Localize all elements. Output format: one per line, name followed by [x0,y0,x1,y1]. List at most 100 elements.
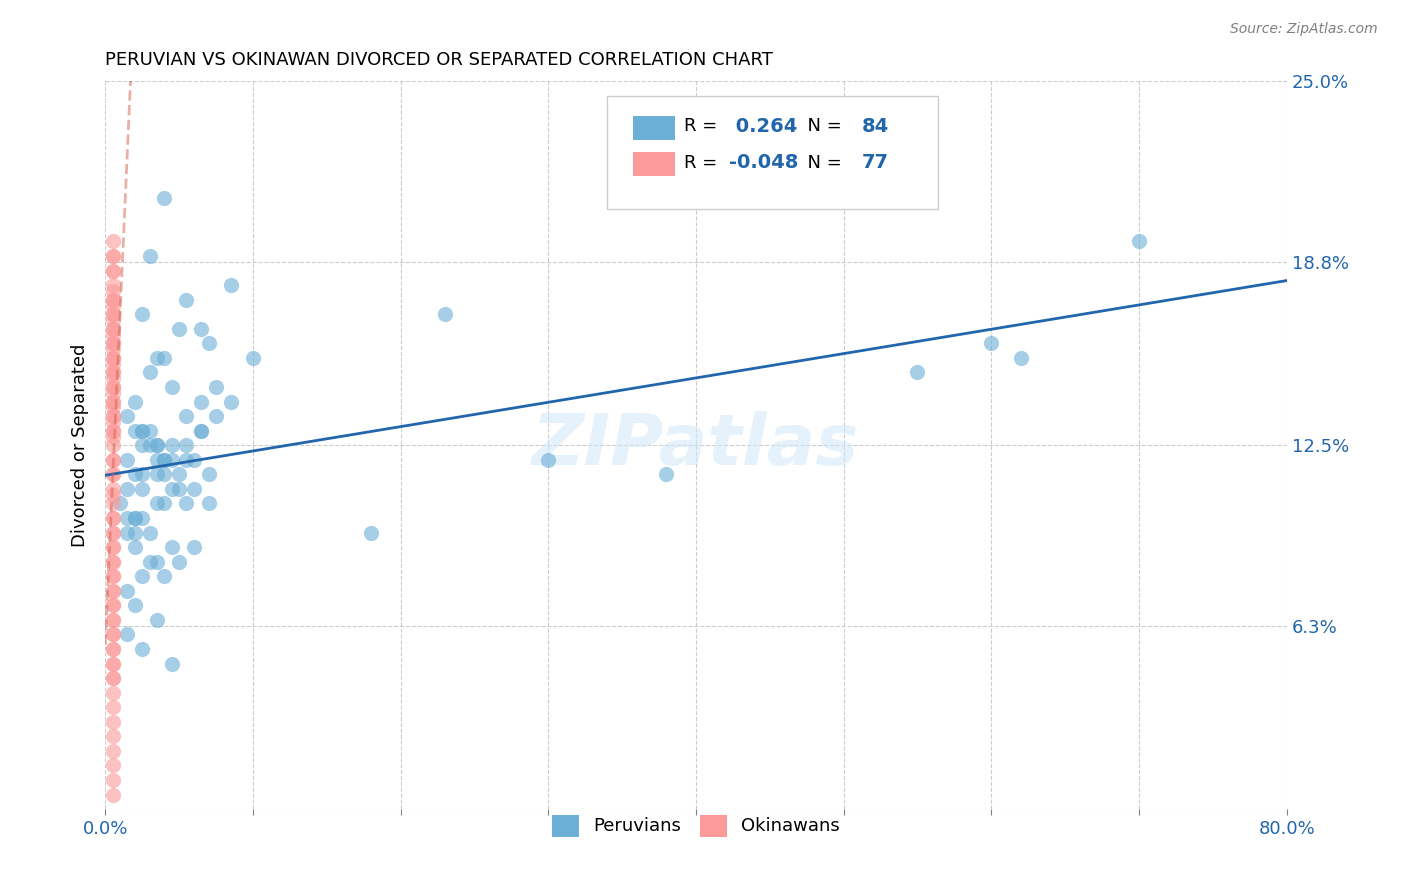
Point [176,438,198,452]
Point [101,599,124,613]
FancyBboxPatch shape [633,152,675,176]
Point [101,511,124,525]
Point [153,452,176,467]
Point [101,235,124,249]
Point [101,415,124,429]
Point [101,409,124,424]
Point [101,342,124,356]
Point [117,525,139,540]
Point [1010,351,1032,365]
Point [433,307,456,321]
Point [197,336,219,351]
Point [190,424,212,438]
Point [101,671,124,685]
Point [124,511,146,525]
Point [124,394,146,409]
Point [101,298,124,312]
Point [124,424,146,438]
Point [101,357,124,371]
Point [101,657,124,671]
FancyBboxPatch shape [607,96,938,209]
Point [101,394,124,409]
Point [160,380,183,394]
Point [197,496,219,510]
Point [131,438,153,452]
Point [101,366,124,380]
Point [101,525,124,540]
Point [219,278,242,293]
Point [160,482,183,496]
Text: R =: R = [685,118,723,136]
Point [101,467,124,482]
Point [101,249,124,263]
Point [101,366,124,380]
Point [124,525,146,540]
Point [101,496,124,510]
Point [183,452,205,467]
Point [146,438,169,452]
Point [176,293,198,307]
Point [138,249,160,263]
Point [101,525,124,540]
Point [190,424,212,438]
Point [131,482,153,496]
Point [138,438,160,452]
Point [176,452,198,467]
Point [153,452,176,467]
Point [117,583,139,598]
Point [153,351,176,365]
Y-axis label: Divorced or Separated: Divorced or Separated [72,343,89,547]
Point [101,263,124,277]
Point [980,336,1002,351]
Point [153,467,176,482]
Point [131,424,153,438]
Point [146,496,169,510]
Point [101,671,124,685]
Point [101,730,124,744]
Point [1128,235,1150,249]
Point [101,278,124,293]
Point [101,555,124,569]
Point [101,758,124,772]
Point [101,293,124,307]
Point [101,327,124,342]
Point [176,496,198,510]
Point [101,714,124,729]
Point [101,284,124,298]
Point [131,511,153,525]
Point [101,452,124,467]
Text: 0.264: 0.264 [730,117,797,136]
Text: -0.048: -0.048 [730,153,799,172]
Point [219,394,242,409]
Point [101,569,124,583]
Point [131,467,153,482]
Point [190,394,212,409]
Point [117,452,139,467]
Text: 77: 77 [862,153,889,172]
Point [190,322,212,336]
Point [131,642,153,657]
Point [101,540,124,554]
Point [101,380,124,394]
Point [167,555,190,569]
Point [907,366,929,380]
Text: R =: R = [685,153,723,172]
Point [183,482,205,496]
Point [101,351,124,365]
Point [101,467,124,482]
Point [146,452,169,467]
Point [160,657,183,671]
Point [146,351,169,365]
Point [101,293,124,307]
Point [101,569,124,583]
Point [101,686,124,700]
Point [167,467,190,482]
Legend: Peruvians, Okinawans: Peruvians, Okinawans [546,807,846,844]
Point [101,772,124,787]
Point [131,424,153,438]
Point [101,452,124,467]
Point [197,467,219,482]
Point [101,438,124,452]
Point [117,482,139,496]
Point [167,482,190,496]
